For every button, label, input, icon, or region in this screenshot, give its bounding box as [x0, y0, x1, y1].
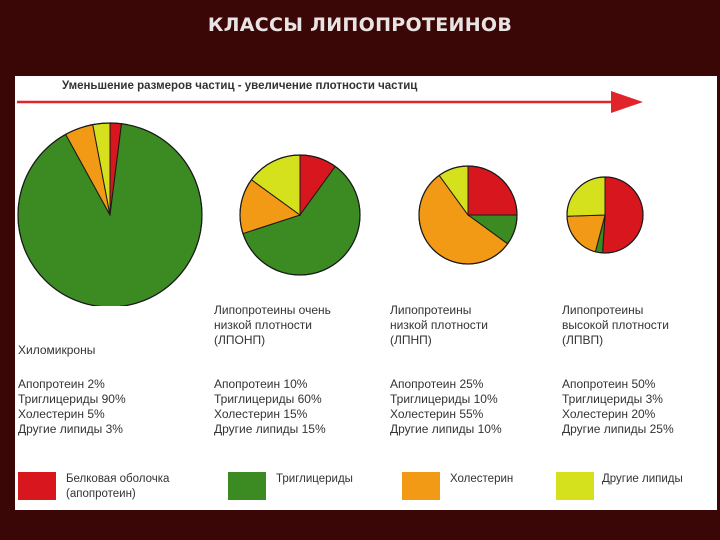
stat-other-lipids: Другие липиды 25%	[562, 422, 674, 436]
legend-label-line: Другие липиды	[602, 473, 683, 485]
pie-name-line: низкой плотности	[214, 318, 312, 332]
pie-name-line: Хиломикроны	[18, 343, 96, 357]
pie-name-line: (ЛПВП)	[562, 333, 604, 347]
pie-name-line: Липопротеины	[562, 303, 644, 317]
column-hdl: Липопротеины высокой плотности (ЛПВП)	[562, 303, 669, 348]
pie-outline	[239, 154, 361, 276]
pie-name-line: Липопротеины очень	[214, 303, 331, 317]
stat-triglycerides: Триглицериды 10%	[390, 392, 498, 406]
pie-slice-apoprotein	[602, 176, 644, 254]
legend-label-line: Триглицериды	[276, 473, 353, 485]
stat-cholesterol: Холестерин 15%	[214, 407, 308, 421]
pie-name-line: низкой плотности	[390, 318, 488, 332]
legend-swatch	[402, 472, 440, 500]
pie-name-line: (ЛПОНП)	[214, 333, 266, 347]
stat-other-lipids: Другие липиды 3%	[18, 422, 123, 436]
legend-swatch	[556, 472, 594, 500]
pie-slice-apoprotein	[467, 165, 518, 216]
stat-other-lipids: Другие липиды 10%	[390, 422, 502, 436]
pie-charts	[17, 122, 644, 306]
stats-chylomicrons: Апопротеин 2% Триглицериды 90% Холестери…	[18, 377, 126, 437]
slide-title: КЛАССЫ ЛИПОПРОТЕИНОВ	[207, 14, 513, 36]
legend-label: Триглицериды	[276, 472, 353, 487]
stat-triglycerides: Триглицериды 60%	[214, 392, 322, 406]
pie-outline	[17, 122, 203, 306]
pie-outline	[418, 165, 518, 265]
legend-label: Белковая оболочка (апопротеин)	[66, 472, 169, 502]
pie-name-line: высокой плотности	[562, 318, 669, 332]
pie-outline	[566, 176, 644, 254]
legend: Белковая оболочка (апопротеин) Триглицер…	[15, 468, 717, 508]
column-chylomicrons: Хиломикроны	[18, 343, 95, 358]
stats-ldl: Апопротеин 25% Триглицериды 10% Холестер…	[390, 377, 502, 437]
legend-label: Другие липиды	[602, 472, 683, 487]
size-density-arrow	[17, 91, 643, 113]
pie-slice-other-lipids	[566, 176, 606, 217]
stat-apoprotein: Апопротеин 25%	[390, 377, 484, 391]
stat-apoprotein: Апопротеин 2%	[18, 377, 105, 391]
legend-label-line: (апопротеин)	[66, 488, 136, 500]
legend-label-line: Белковая оболочка	[66, 473, 170, 485]
pie-name-line: Липопротеины	[390, 303, 472, 317]
stat-cholesterol: Холестерин 5%	[18, 407, 105, 421]
legend-label-line: Холестерин	[450, 473, 514, 485]
legend-label: Холестерин	[450, 472, 513, 487]
stat-other-lipids: Другие липиды 15%	[214, 422, 326, 436]
stat-triglycerides: Триглицериды 3%	[562, 392, 663, 406]
arrow-caption: Уменьшение размеров частиц - увеличение …	[62, 80, 418, 92]
pie-name-line: (ЛПНП)	[390, 333, 432, 347]
stat-cholesterol: Холестерин 55%	[390, 407, 484, 421]
legend-swatch	[228, 472, 266, 500]
stats-hdl: Апопротеин 50% Триглицериды 3% Холестери…	[562, 377, 674, 437]
chart-panel: Уменьшение размеров частиц - увеличение …	[15, 76, 717, 510]
column-ldl: Липопротеины низкой плотности (ЛПНП)	[390, 303, 488, 348]
stats-vldl: Апопротеин 10% Триглицериды 60% Холестер…	[214, 377, 326, 437]
stat-triglycerides: Триглицериды 90%	[18, 392, 126, 406]
stat-cholesterol: Холестерин 20%	[562, 407, 656, 421]
stat-apoprotein: Апопротеин 10%	[214, 377, 308, 391]
stat-apoprotein: Апопротеин 50%	[562, 377, 656, 391]
legend-swatch	[18, 472, 56, 500]
column-vldl: Липопротеины очень низкой плотности (ЛПО…	[214, 303, 331, 348]
